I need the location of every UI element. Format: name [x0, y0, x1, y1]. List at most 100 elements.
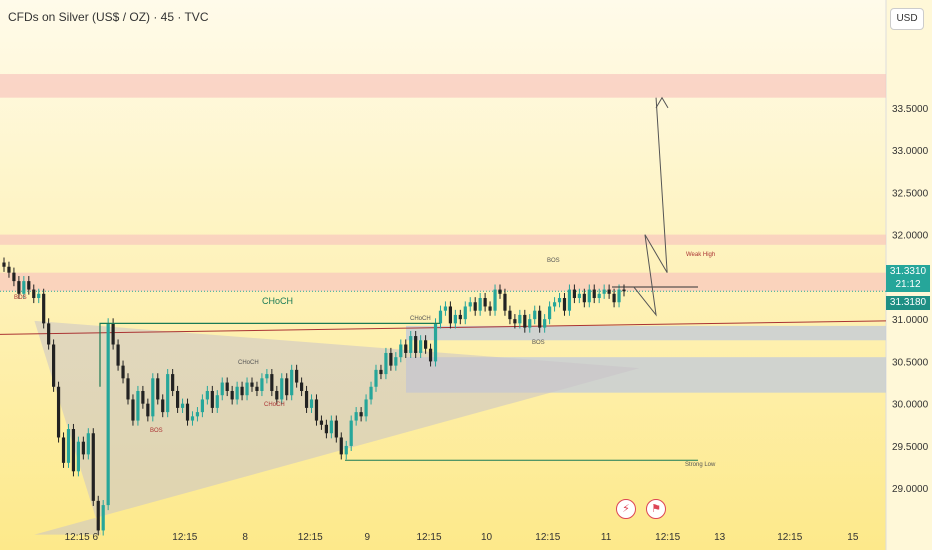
- candle-body: [86, 433, 90, 455]
- candle-body: [176, 390, 180, 408]
- y-tick-label: 33.0000: [892, 146, 929, 157]
- candle-body: [280, 378, 284, 400]
- candle-body: [428, 348, 433, 362]
- candle-body: [572, 289, 576, 299]
- candle-body: [156, 378, 160, 400]
- x-tick-label: 12:15: [535, 532, 560, 543]
- annotation-label: BOS: [547, 258, 560, 264]
- zone-1: [0, 234, 886, 245]
- candle-body: [166, 374, 170, 413]
- candle-body: [607, 289, 611, 294]
- candle-body: [617, 289, 621, 303]
- annotation-label: CHoCH: [264, 402, 285, 408]
- us-flag-icon[interactable]: ⚑: [646, 499, 666, 519]
- candle-body: [185, 403, 190, 421]
- candle-body: [329, 420, 333, 434]
- candle-body: [240, 386, 244, 396]
- y-tick-label: 29.5000: [892, 442, 929, 453]
- candle-body: [493, 289, 497, 311]
- candle-body: [513, 319, 517, 324]
- candle-body: [473, 302, 477, 311]
- candle-body: [597, 293, 601, 299]
- annotation-label: Strong Low: [685, 462, 716, 468]
- candle-body: [285, 378, 289, 396]
- candle-body: [483, 298, 487, 307]
- choch-line: [99, 322, 440, 387]
- candle-body: [220, 382, 224, 396]
- candle-body: [478, 298, 482, 311]
- candle-body: [146, 403, 150, 417]
- candle-body: [225, 382, 229, 391]
- candle-body: [344, 445, 348, 455]
- candle-body: [324, 424, 328, 434]
- x-tick-label: 12:15: [777, 532, 802, 543]
- y-tick-label: 29.0000: [892, 484, 929, 495]
- zone-2: [0, 272, 886, 292]
- candle-body: [314, 399, 319, 421]
- candle-body: [518, 314, 522, 324]
- x-tick-label: 15: [847, 532, 859, 543]
- annotation-label: CHoCH: [410, 316, 431, 322]
- candle-body: [171, 374, 175, 391]
- x-tick-label: 12:15: [172, 532, 197, 543]
- candle-body: [290, 369, 294, 396]
- candle-body: [61, 437, 66, 463]
- candle-body: [577, 293, 581, 299]
- candle-body: [27, 281, 31, 290]
- candle-body: [424, 340, 428, 349]
- currency-button[interactable]: USD: [890, 8, 924, 30]
- candle-body: [56, 386, 61, 438]
- candle-body: [533, 310, 537, 320]
- x-tick-label: 10: [481, 532, 493, 543]
- candle-body: [374, 369, 378, 387]
- candle-body: [602, 289, 606, 294]
- candle-body: [161, 399, 165, 413]
- candle-body: [389, 352, 393, 366]
- candle-body: [101, 505, 105, 531]
- last-price-label: 31.3310: [886, 265, 930, 279]
- candle-body: [96, 500, 100, 531]
- candle-body: [91, 433, 95, 501]
- candle-body: [106, 323, 110, 506]
- lightning-icon[interactable]: ⚡: [616, 499, 636, 519]
- y-tick-label: 31.0000: [892, 315, 929, 326]
- candle-body: [32, 289, 36, 299]
- x-tick-label: 12:15: [298, 532, 323, 543]
- candle-body: [438, 310, 443, 324]
- candle-body: [399, 344, 403, 358]
- projection-arrowhead: [655, 96, 669, 109]
- annotation-label: CHoCH: [238, 360, 259, 366]
- candle-body: [309, 399, 314, 408]
- candle-body: [552, 302, 557, 307]
- candle-body: [52, 344, 56, 387]
- candle-body: [334, 420, 338, 438]
- candle-body: [503, 293, 507, 311]
- candle-body: [260, 378, 264, 391]
- y-tick-label: 32.5000: [892, 188, 929, 199]
- x-tick-label: 6: [93, 532, 99, 543]
- candle-body: [587, 289, 591, 303]
- x-tick-label: 13: [714, 532, 726, 543]
- annotation-label: CHoCH: [262, 296, 293, 306]
- candle-body: [359, 412, 363, 417]
- candle-body: [488, 306, 492, 311]
- candle-body: [508, 310, 512, 320]
- candle-body: [180, 403, 185, 408]
- candle-body: [538, 310, 542, 328]
- x-tick-label: 12:15: [417, 532, 442, 543]
- candle-body: [210, 390, 214, 408]
- candle-body: [354, 412, 358, 421]
- candle-body: [195, 412, 200, 417]
- candle-body: [255, 386, 259, 391]
- candle-body: [126, 378, 130, 400]
- y-tick-label: 30.0000: [892, 400, 929, 411]
- candle-body: [275, 390, 279, 400]
- annotation-label: BOS: [150, 428, 163, 434]
- candle-body: [235, 386, 239, 400]
- x-tick-label: 8: [242, 532, 248, 543]
- candle-body: [414, 336, 418, 353]
- candle-body: [81, 441, 85, 455]
- candle-body: [364, 399, 368, 417]
